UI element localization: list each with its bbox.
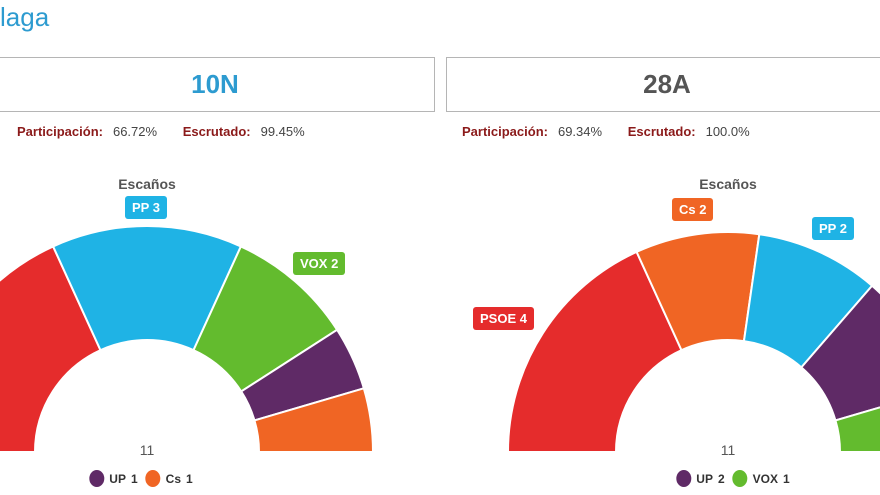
escrutado-value: 99.45% (260, 124, 305, 139)
legend-dot-cs (145, 470, 161, 487)
seat-segment-up[interactable] (799, 284, 880, 422)
legend-10n: UP 1 Cs 1 (89, 470, 193, 487)
legend-dot-up (676, 470, 692, 487)
stats-28a: Participación: 69.34% Escrutado: 100.0% (462, 124, 772, 139)
election-label: 28A (643, 69, 691, 99)
seat-tag-pp: PP 2 (812, 217, 854, 240)
legend-label: Cs (165, 471, 182, 486)
participacion-value: 69.34% (557, 124, 603, 139)
total-seats: 11 (139, 442, 155, 458)
seat-segment-cs[interactable] (253, 387, 375, 453)
seat-tag-pp: PP 3 (125, 196, 167, 219)
escrutado-label: Escrutado: (627, 124, 696, 139)
legend-label: UP (696, 471, 713, 486)
participacion-label: Participación: (462, 124, 548, 139)
seats-title: Escaños (118, 176, 176, 192)
total-seats: 11 (720, 442, 736, 458)
legend-value: 1 (130, 471, 138, 486)
seat-segment-vox[interactable] (834, 390, 880, 453)
seat-tag-cs: Cs 2 (672, 198, 714, 221)
seat-tag-psoe: PSOE 4 (473, 307, 534, 330)
participacion-label: Participación: (17, 124, 103, 139)
seat-segment-psoe[interactable] (0, 245, 102, 453)
legend-label: VOX (752, 471, 779, 486)
page-title: laga (0, 2, 50, 32)
election-header-10n[interactable]: 10N (0, 57, 435, 112)
escrutado-label: Escrutado: (182, 124, 251, 139)
legend-dot-vox (732, 470, 748, 487)
seat-tag-vox: VOX 2 (293, 252, 346, 275)
participacion-value: 66.72% (112, 124, 158, 139)
legend-label: UP (109, 471, 126, 486)
legend-value: 1 (186, 471, 193, 486)
seats-title: Escaños (699, 176, 757, 192)
election-label: 10N (191, 69, 239, 99)
seat-segment-psoe[interactable] (506, 250, 683, 453)
legend-value: 1 (783, 471, 790, 486)
legend-value: 2 (717, 471, 725, 486)
escrutado-value: 100.0% (705, 124, 750, 139)
legend-dot-up (89, 470, 105, 487)
seat-segment-pp[interactable] (51, 225, 243, 352)
stats-10n: Participación: 66.72% Escrutado: 99.45% (17, 124, 327, 139)
legend-28a: UP 2 VOX 1 (676, 470, 790, 487)
election-header-28a[interactable]: 28A (446, 57, 880, 112)
